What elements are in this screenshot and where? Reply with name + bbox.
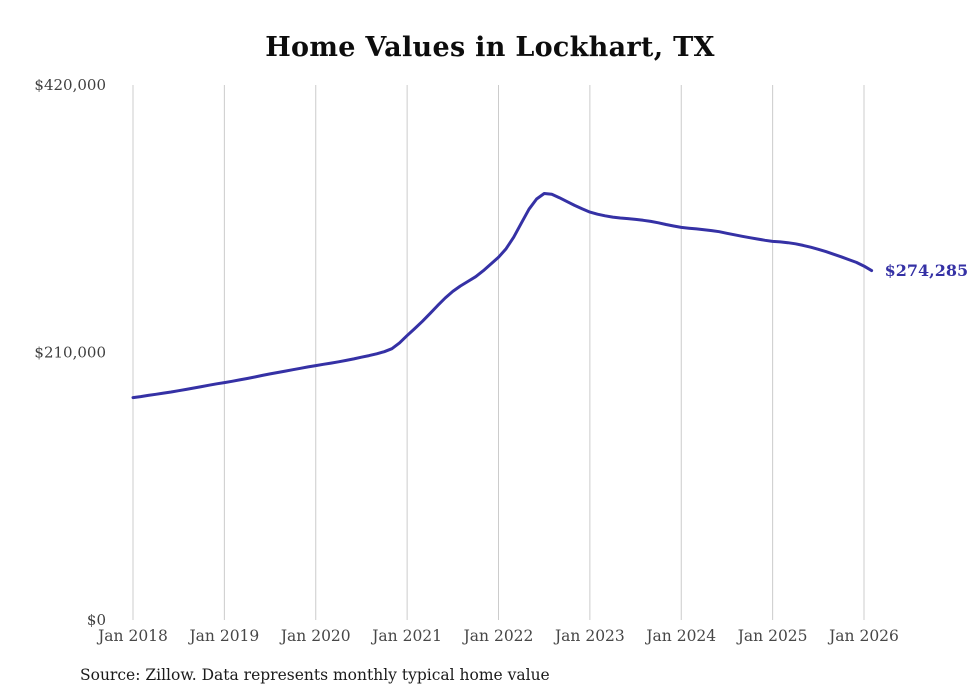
x-axis-tick-label: Jan 2020 [279,627,351,645]
y-axis-tick-label: $0 [87,611,106,629]
x-axis-tick-label: Jan 2024 [644,627,716,645]
x-axis-tick-label: Jan 2026 [827,627,899,645]
end-value-label: $274,285 [884,260,969,280]
source-note: Source: Zillow. Data represents monthly … [80,666,550,684]
x-axis-tick-label: Jan 2021 [370,627,442,645]
y-axis-tick-label: $420,000 [34,76,106,94]
x-axis-tick-label: Jan 2025 [736,627,808,645]
chart-title: Home Values in Lockhart, TX [265,32,715,63]
x-axis-tick-label: Jan 2019 [187,627,259,645]
home-value-series-line [131,192,874,400]
x-axis-tick-label: Jan 2023 [553,627,625,645]
y-axis-tick-label: $210,000 [34,344,106,362]
x-axis-tick-label: Jan 2018 [96,627,168,645]
x-axis-tick-label: Jan 2022 [462,627,534,645]
